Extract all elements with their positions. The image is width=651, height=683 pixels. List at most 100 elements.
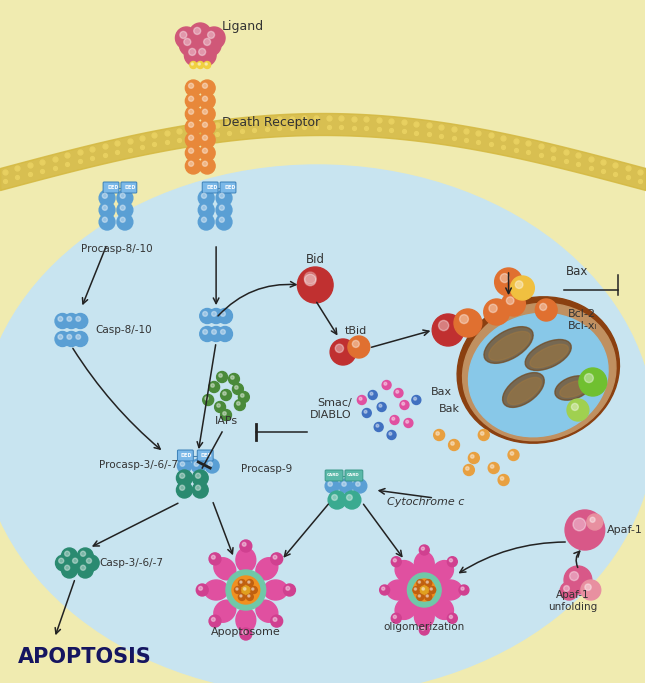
Circle shape bbox=[217, 404, 220, 407]
Circle shape bbox=[64, 551, 70, 557]
Circle shape bbox=[248, 595, 250, 597]
Circle shape bbox=[117, 214, 133, 230]
Circle shape bbox=[192, 470, 208, 486]
Circle shape bbox=[189, 83, 193, 88]
Circle shape bbox=[199, 119, 215, 135]
Circle shape bbox=[202, 83, 208, 88]
Circle shape bbox=[382, 380, 391, 389]
FancyBboxPatch shape bbox=[121, 182, 137, 193]
Ellipse shape bbox=[236, 548, 256, 572]
Circle shape bbox=[352, 340, 359, 348]
Circle shape bbox=[81, 551, 85, 557]
Circle shape bbox=[581, 580, 601, 600]
Circle shape bbox=[184, 38, 191, 46]
Circle shape bbox=[209, 309, 223, 324]
Ellipse shape bbox=[525, 339, 572, 370]
Circle shape bbox=[391, 613, 401, 624]
Circle shape bbox=[99, 202, 115, 218]
Circle shape bbox=[200, 309, 215, 324]
Circle shape bbox=[325, 479, 339, 493]
Circle shape bbox=[449, 559, 452, 562]
Circle shape bbox=[61, 562, 77, 578]
Circle shape bbox=[73, 331, 88, 346]
Circle shape bbox=[560, 582, 578, 600]
Text: Casp-8/-10: Casp-8/-10 bbox=[95, 325, 152, 335]
Circle shape bbox=[72, 558, 77, 563]
Circle shape bbox=[189, 23, 211, 45]
Circle shape bbox=[216, 190, 232, 206]
Ellipse shape bbox=[438, 580, 462, 600]
Circle shape bbox=[102, 193, 107, 198]
Circle shape bbox=[421, 547, 424, 550]
Circle shape bbox=[184, 44, 206, 66]
Text: DED: DED bbox=[125, 185, 136, 190]
Circle shape bbox=[102, 205, 107, 210]
Circle shape bbox=[209, 615, 221, 627]
Circle shape bbox=[236, 402, 240, 405]
Circle shape bbox=[357, 395, 367, 404]
Circle shape bbox=[189, 148, 193, 153]
Circle shape bbox=[77, 548, 93, 564]
Circle shape bbox=[564, 566, 592, 594]
Circle shape bbox=[199, 145, 215, 161]
Circle shape bbox=[355, 482, 360, 486]
Circle shape bbox=[209, 382, 219, 393]
Circle shape bbox=[434, 430, 445, 441]
Circle shape bbox=[353, 479, 367, 493]
Circle shape bbox=[363, 408, 371, 417]
Circle shape bbox=[202, 161, 208, 167]
Circle shape bbox=[232, 576, 260, 604]
Circle shape bbox=[199, 34, 221, 56]
Circle shape bbox=[180, 34, 201, 56]
Circle shape bbox=[243, 587, 246, 590]
Circle shape bbox=[460, 315, 469, 324]
Circle shape bbox=[418, 595, 421, 597]
Circle shape bbox=[240, 628, 252, 640]
Circle shape bbox=[377, 402, 386, 411]
Circle shape bbox=[500, 274, 509, 283]
Circle shape bbox=[217, 326, 232, 342]
Circle shape bbox=[176, 482, 192, 498]
Circle shape bbox=[190, 61, 197, 68]
Circle shape bbox=[202, 96, 208, 101]
Circle shape bbox=[273, 617, 277, 622]
Circle shape bbox=[189, 109, 193, 114]
Ellipse shape bbox=[503, 373, 544, 407]
Circle shape bbox=[212, 329, 216, 334]
Circle shape bbox=[120, 205, 125, 210]
Ellipse shape bbox=[507, 378, 542, 404]
Circle shape bbox=[305, 274, 316, 285]
Text: Apaf-1: Apaf-1 bbox=[607, 525, 643, 535]
Circle shape bbox=[221, 329, 225, 334]
Circle shape bbox=[205, 63, 207, 65]
Circle shape bbox=[374, 423, 383, 432]
Circle shape bbox=[61, 548, 77, 564]
Circle shape bbox=[199, 158, 215, 174]
Circle shape bbox=[58, 316, 62, 321]
Circle shape bbox=[391, 557, 401, 567]
Text: Ligand: Ligand bbox=[222, 20, 264, 33]
Circle shape bbox=[230, 376, 234, 379]
Circle shape bbox=[413, 398, 417, 400]
Circle shape bbox=[199, 190, 214, 206]
Circle shape bbox=[396, 390, 398, 393]
Circle shape bbox=[402, 402, 405, 405]
Circle shape bbox=[498, 475, 509, 486]
Circle shape bbox=[447, 613, 457, 624]
Circle shape bbox=[426, 581, 428, 583]
Circle shape bbox=[208, 31, 215, 38]
Circle shape bbox=[484, 299, 510, 325]
Circle shape bbox=[242, 542, 246, 546]
Circle shape bbox=[510, 276, 534, 300]
Circle shape bbox=[180, 485, 185, 490]
Circle shape bbox=[186, 93, 201, 109]
Circle shape bbox=[236, 588, 238, 590]
Circle shape bbox=[246, 580, 253, 587]
Circle shape bbox=[454, 309, 482, 337]
Circle shape bbox=[304, 272, 316, 284]
Circle shape bbox=[242, 630, 246, 635]
Circle shape bbox=[208, 462, 212, 466]
Text: oligomerization: oligomerization bbox=[383, 622, 465, 632]
Circle shape bbox=[189, 122, 193, 127]
Circle shape bbox=[379, 404, 382, 407]
